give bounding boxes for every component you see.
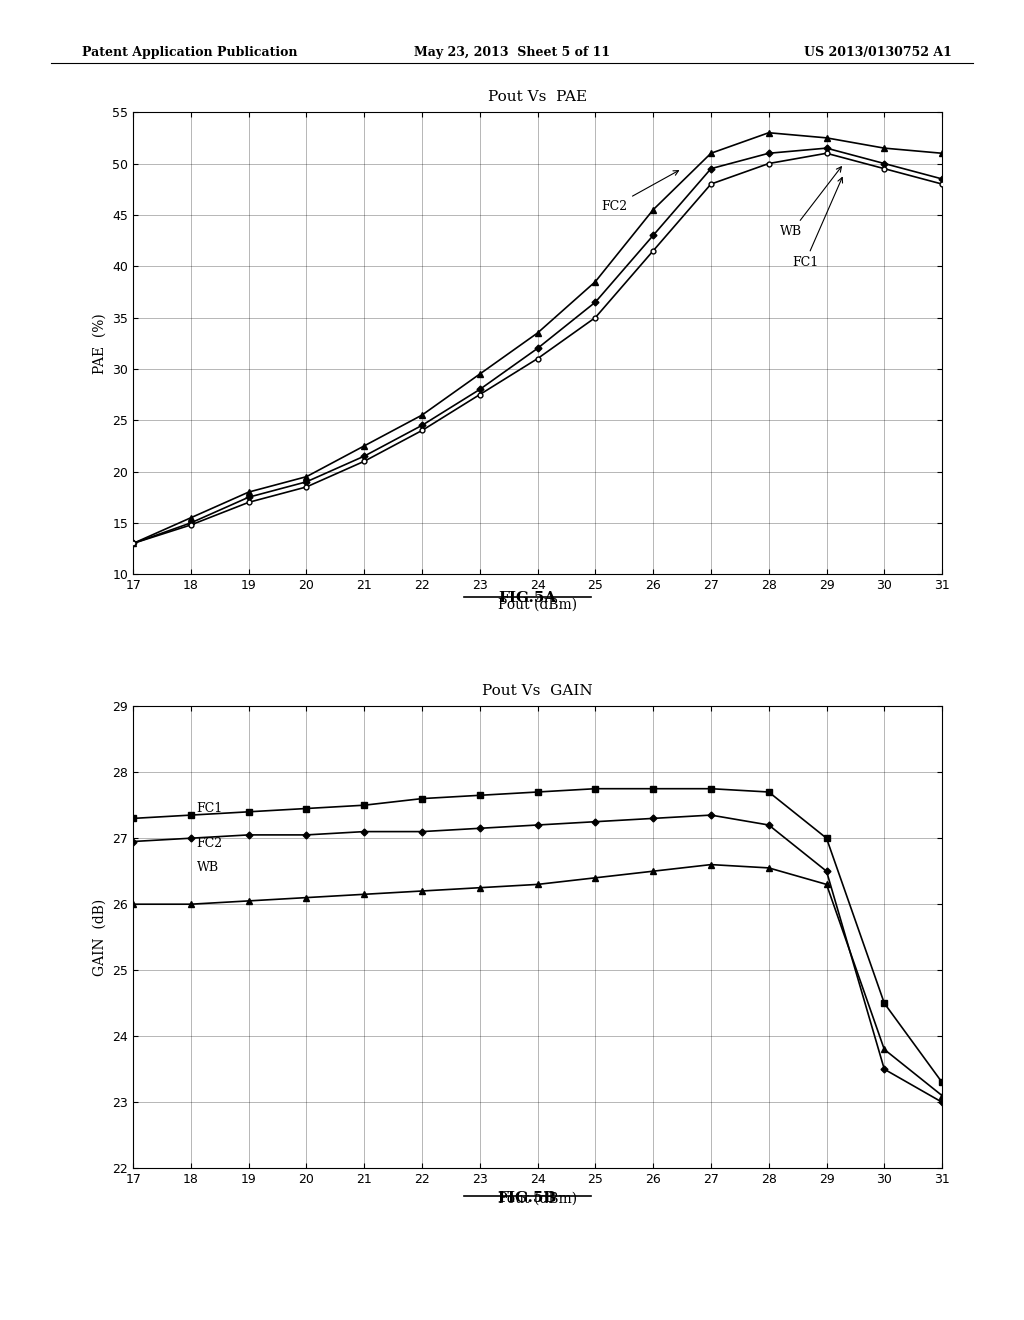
Text: Patent Application Publication: Patent Application Publication [82,46,297,59]
X-axis label: Pout (dBm): Pout (dBm) [498,598,578,611]
Title: Pout Vs  GAIN: Pout Vs GAIN [482,684,593,698]
Text: FC2: FC2 [197,837,223,850]
Text: FIG.5B: FIG.5B [498,1191,557,1205]
X-axis label: Pout (dBm): Pout (dBm) [498,1192,578,1205]
Text: FC2: FC2 [601,170,679,213]
Text: May 23, 2013  Sheet 5 of 11: May 23, 2013 Sheet 5 of 11 [414,46,610,59]
Text: WB: WB [780,166,842,239]
Text: FC1: FC1 [792,177,843,269]
Text: US 2013/0130752 A1: US 2013/0130752 A1 [805,46,952,59]
Text: WB: WB [197,862,219,874]
Y-axis label: GAIN  (dB): GAIN (dB) [93,899,106,975]
Text: FC1: FC1 [197,803,223,814]
Y-axis label: PAE  (%): PAE (%) [93,313,106,374]
Text: FIG.5A: FIG.5A [499,591,556,606]
Title: Pout Vs  PAE: Pout Vs PAE [488,90,587,104]
